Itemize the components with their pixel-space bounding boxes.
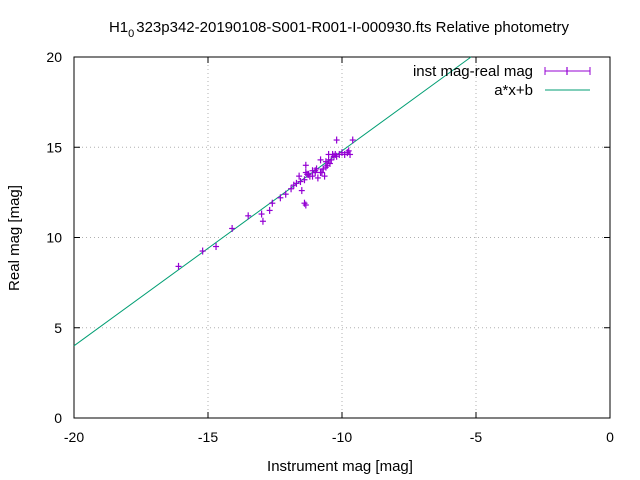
data-points-series [175,136,356,270]
data-point [333,136,340,144]
legend-label-points: inst mag-real mag [413,63,533,80]
data-point [328,156,335,164]
data-point [259,217,266,225]
data-point [293,179,300,187]
data-point [309,172,316,180]
data-point [301,199,308,207]
data-point [302,201,309,209]
data-point [317,169,324,177]
data-point [302,161,309,169]
data-point [288,185,295,193]
data-point [229,224,236,232]
data-point [245,212,252,220]
data-point [322,158,329,166]
data-point [277,194,284,202]
tick-labels: -20 -15 -10 -5 0 0 5 10 15 20 [46,49,614,445]
data-point [258,210,265,218]
y-tick-label: 20 [46,49,62,65]
data-point [282,190,289,198]
data-point [349,136,356,144]
data-point [325,150,332,158]
data-point [326,159,333,167]
data-point [175,262,182,270]
data-point [266,206,273,214]
data-point [269,199,276,207]
data-point [312,167,319,175]
data-point [317,156,324,164]
y-tick-label: 0 [54,410,62,426]
data-point [305,170,312,178]
x-tick-label: -10 [332,429,352,445]
data-point [321,172,328,180]
legend: inst mag-real mag a*x+b [413,63,591,99]
data-point [199,247,206,255]
plot-grid [74,57,610,418]
chart-title: H10 323p342-20190108-S001-R001-I-000930.f… [109,19,570,40]
chart-title-rest: 323p342-20190108-S001-R001-I-000930.fts … [136,19,569,36]
legend-label-line: a*x+b [494,82,533,99]
data-point [314,174,321,182]
data-point [345,147,352,155]
data-point [298,187,305,195]
x-axis-label: Instrument mag [mag] [267,458,413,475]
y-tick-label: 5 [54,320,62,336]
data-point [297,178,304,186]
plot-axes [73,56,611,419]
x-tick-label: -15 [198,429,218,445]
x-tick-label: 0 [606,429,614,445]
y-tick-label: 15 [46,139,62,155]
x-tick-label: -5 [470,429,483,445]
y-axis-label: Real mag [mag] [6,185,23,291]
y-tick-label: 10 [46,230,62,246]
x-tick-label: -20 [64,429,84,445]
data-point [213,243,220,251]
chart-title-prefix: H1 [109,19,128,36]
data-point [301,176,308,184]
data-point [347,150,354,158]
data-point [296,172,303,180]
legend-sample-points [544,67,591,75]
chart-title-subscript: 0 [128,28,134,40]
